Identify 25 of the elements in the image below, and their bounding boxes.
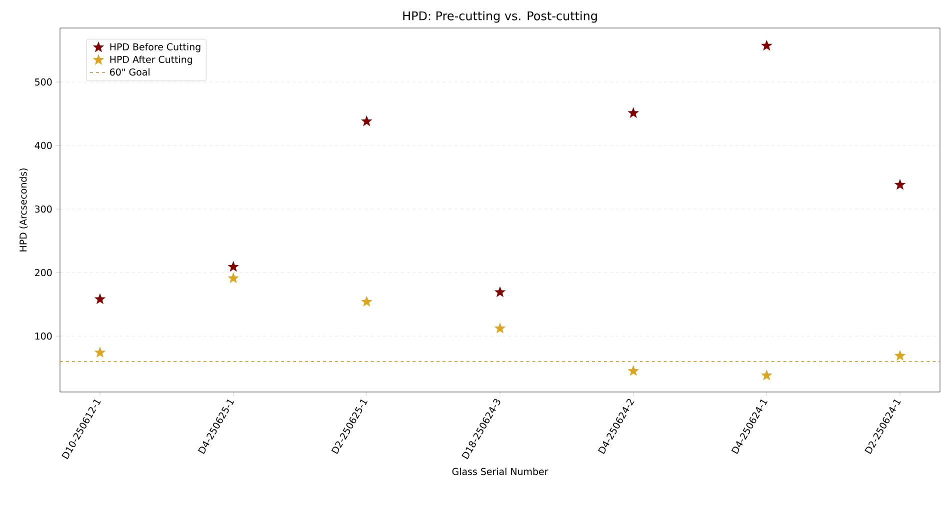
legend-label: HPD After Cutting xyxy=(110,56,192,65)
point xyxy=(894,350,906,361)
point xyxy=(360,296,372,307)
legend-label: HPD Before Cutting xyxy=(110,43,200,52)
y-tick-label: 500 xyxy=(35,78,52,86)
y-tick-label: 100 xyxy=(35,332,52,340)
point xyxy=(360,115,372,126)
point xyxy=(760,40,772,51)
point xyxy=(494,286,506,298)
y-tick-label: 400 xyxy=(34,142,52,150)
point xyxy=(494,322,506,334)
y-tick-label: 300 xyxy=(35,205,52,213)
x-axis-title: Glass Serial Number xyxy=(452,468,548,476)
point xyxy=(628,365,640,376)
point xyxy=(94,346,106,358)
y-axis-title: HPD (Arcseconds) xyxy=(19,168,28,252)
point xyxy=(894,178,906,190)
point xyxy=(228,260,240,272)
chart-title: HPD: Pre-cutting vs. Post-cutting xyxy=(403,11,597,23)
point xyxy=(94,293,106,304)
point xyxy=(760,370,772,380)
y-tick-label: 200 xyxy=(35,268,52,276)
point xyxy=(628,107,640,118)
legend-label: 60" Goal xyxy=(110,68,150,76)
point xyxy=(228,272,240,284)
